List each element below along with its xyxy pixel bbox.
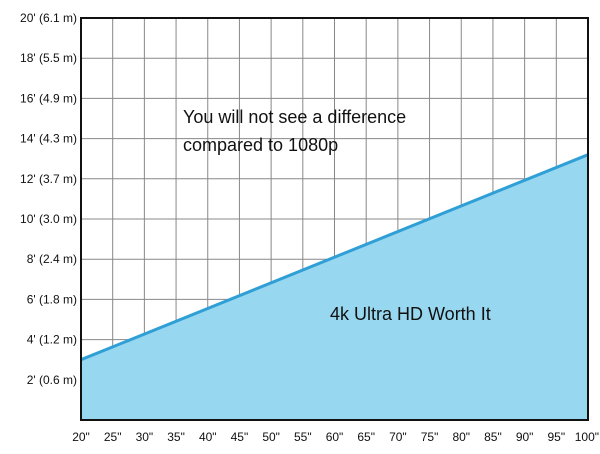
x-tick-label: 100"	[575, 430, 599, 444]
series-line	[80, 153, 589, 362]
annotation-upper-line2: compared to 1080p	[183, 135, 338, 155]
x-tick-label: 95"	[548, 430, 566, 444]
y-tick-label: 2' (0.6 m)	[27, 373, 77, 387]
y-tick-label: 16' (4.9 m)	[20, 91, 77, 105]
x-tick-label: 20"	[72, 430, 90, 444]
x-tick-label: 60"	[326, 430, 344, 444]
annotation-upper-line1: You will not see a difference	[183, 107, 406, 127]
x-tick-label: 50"	[262, 430, 280, 444]
y-tick-label: 6' (1.8 m)	[27, 292, 77, 306]
y-tick-label: 14' (4.3 m)	[20, 132, 77, 146]
x-tick-label: 65"	[357, 430, 375, 444]
x-tick-label: 90"	[516, 430, 534, 444]
x-tick-label: 40"	[199, 430, 217, 444]
y-tick-label: 10' (3.0 m)	[20, 212, 77, 226]
y-tick-label: 4' (1.2 m)	[27, 333, 77, 347]
y-axis-ticks: 2' (0.6 m) 4' (1.2 m) 6' (1.8 m) 8' (2.4 m)…	[20, 11, 77, 387]
plot-frame	[80, 17, 589, 421]
y-tick-label: 8' (2.4 m)	[27, 252, 77, 266]
x-tick-label: 45"	[231, 430, 249, 444]
area-fill	[81, 154, 588, 420]
x-tick-label: 85"	[484, 430, 502, 444]
x-tick-label: 35"	[167, 430, 185, 444]
x-tick-label: 55"	[294, 430, 312, 444]
y-tick-label: 20' (6.1 m)	[20, 11, 77, 25]
x-axis-ticks: 20" 25" 30" 35" 40" 45" 50" 55" 60" 65" 70" 75" 80" 8…	[72, 430, 599, 444]
y-tick-label: 12' (3.7 m)	[20, 172, 77, 186]
x-tick-label: 25"	[104, 430, 122, 444]
x-tick-label: 70"	[389, 430, 407, 444]
x-tick-label: 75"	[421, 430, 439, 444]
y-tick-label: 18' (5.5 m)	[20, 51, 77, 65]
x-tick-label: 30"	[136, 430, 154, 444]
x-tick-label: 80"	[452, 430, 470, 444]
annotation-lower: 4k Ultra HD Worth It	[330, 304, 491, 324]
